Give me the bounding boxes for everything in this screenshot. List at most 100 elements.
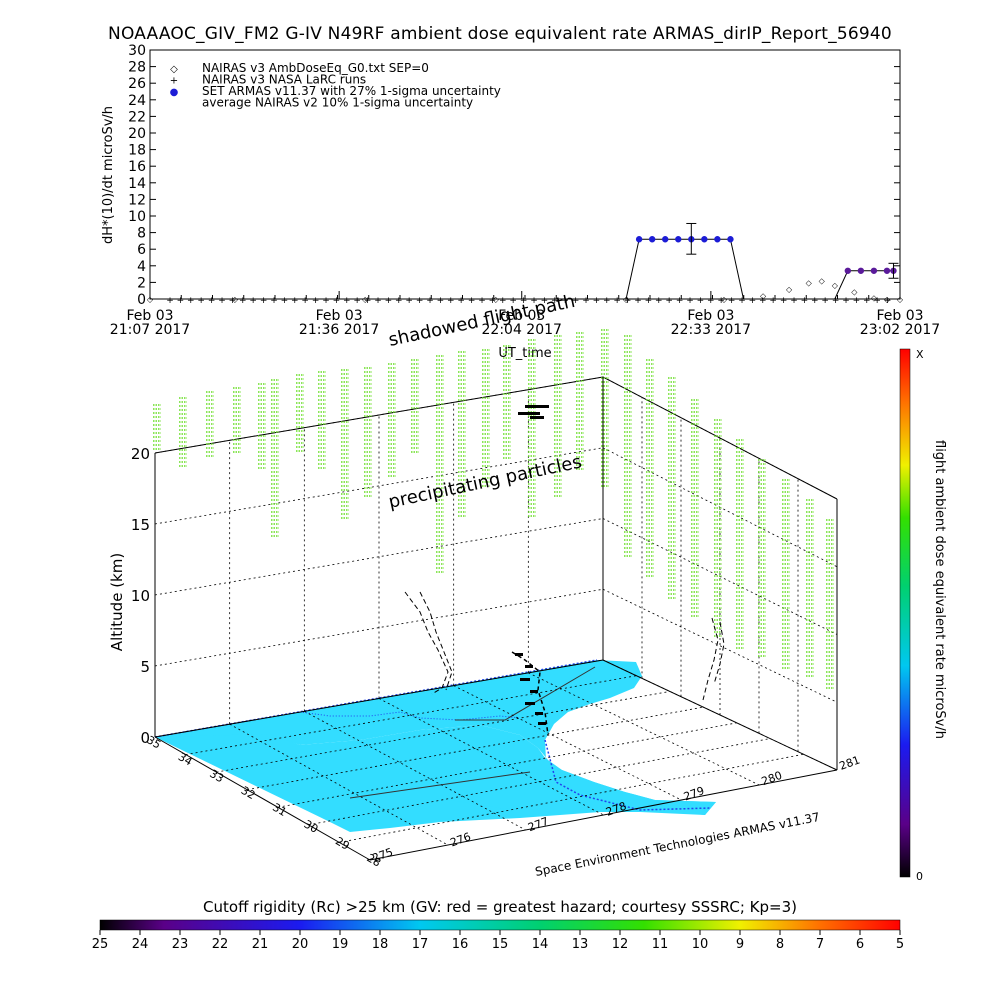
cutoff-tick-label: 23 [172, 937, 189, 952]
z-tick-label: 15 [131, 516, 150, 534]
larc-marker: + [821, 296, 829, 306]
x-tick-date: Feb 03 [876, 308, 923, 324]
larc-marker: + [686, 296, 694, 306]
larc-marker: + [489, 296, 497, 306]
lon-tick-label: 275 [371, 845, 395, 864]
armas-point [883, 267, 891, 274]
larc-marker: + [229, 296, 237, 306]
larc-marker: + [728, 296, 736, 306]
nairas-diamond: ◇ [851, 288, 858, 297]
larc-marker: + [717, 296, 725, 306]
larc-marker: + [509, 296, 517, 306]
larc-marker: + [853, 296, 861, 306]
y-tick-label: 20 [128, 126, 146, 142]
cutoff-tick-label: 22 [212, 937, 229, 952]
cutoff-tick-label: 24 [132, 937, 149, 952]
cutoff-bar-ticks: 25 24 23 22 21 20 19 18 17 16 15 14 13 12 11 10 9 8 7 6 5 [92, 930, 904, 952]
armas-point [857, 267, 865, 274]
cutoff-tick-label: 5 [896, 937, 904, 952]
lon-tick-label: 276 [448, 830, 472, 849]
cutoff-tick-label: 17 [412, 937, 429, 952]
x-tick-time: 21:36 2017 [299, 322, 379, 338]
y-tick-label: 12 [128, 192, 146, 208]
nairas-diamond: ◇ [760, 292, 767, 301]
larc-marker: + [405, 296, 413, 306]
lat-tick-label: 35 [145, 733, 164, 751]
larc-marker: + [447, 296, 455, 306]
cutoff-tick-label: 10 [692, 937, 709, 952]
larc-marker: + [541, 296, 549, 306]
state-border-north [455, 666, 596, 721]
x-tick-time: 23:02 2017 [860, 322, 940, 338]
inland-water [299, 711, 521, 721]
z-tick-label: 10 [131, 587, 150, 605]
y-tick-label: 26 [128, 76, 146, 92]
lon-tick-label: 280 [760, 769, 784, 788]
y-tick-label: 14 [128, 176, 146, 192]
lat-tick-label: 30 [302, 818, 321, 836]
larc-marker: + [416, 296, 424, 306]
armas-point [844, 267, 852, 274]
larc-marker: + [593, 296, 601, 306]
y-tick-label: 22 [128, 109, 146, 125]
larc-marker: + [811, 296, 819, 306]
larc-marker: + [187, 296, 195, 306]
colorbar-min-label: 0 [916, 870, 923, 883]
larc-marker: + [312, 296, 320, 306]
y-tick-label: 30 [128, 43, 146, 59]
larc-marker: + [530, 296, 538, 306]
x-tick-date: Feb 03 [687, 308, 734, 324]
armas-point [701, 236, 708, 243]
larc-marker: + [281, 296, 289, 306]
x-tick-date: Feb 03 [498, 308, 545, 324]
larc-marker: + [322, 296, 330, 306]
nairas-diamond: ◇ [832, 281, 839, 290]
larc-marker: + [478, 296, 486, 306]
armas-point [675, 236, 682, 243]
larc-marker: + [697, 296, 705, 306]
y-tick-label: 0 [137, 292, 146, 308]
larc-marker: + [790, 296, 798, 306]
larc-marker: + [749, 296, 757, 306]
cutoff-tick-label: 16 [452, 937, 469, 952]
series-layer: + + + + + + + + + + + + + + + + + + + + + + + + + + + + + + + + + + + + + + + +… [147, 222, 904, 306]
cutoff-bar-title: Cutoff rigidity (Rc) >25 km (GV: red = g… [203, 898, 797, 916]
cutoff-tick-label: 18 [372, 937, 389, 952]
nairas-diamond: ◇ [884, 295, 891, 304]
lon-tick-label: 281 [838, 753, 862, 772]
legend-symbol: ◇ [170, 64, 178, 75]
z-tick-label: 20 [131, 445, 150, 463]
larc-marker: + [353, 296, 361, 306]
lon-tick-label: 277 [526, 815, 550, 834]
lat-tick-label: 33 [207, 767, 226, 785]
larc-marker: + [301, 296, 309, 306]
cutoff-tick-label: 12 [612, 937, 629, 952]
larc-marker: + [842, 296, 850, 306]
nairas-diamond: ◇ [232, 295, 239, 304]
z-tick-label: 0 [140, 729, 150, 747]
larc-marker: + [832, 296, 840, 306]
larc-marker: + [374, 296, 382, 306]
cutoff-tick-label: 21 [252, 937, 269, 952]
armas-point [727, 236, 734, 243]
z-axis-ticks: 0 5 10 15 20 [131, 445, 150, 747]
larc-marker: + [676, 296, 684, 306]
colorbar-label: flight ambient dose equivalent rate micr… [932, 440, 947, 739]
larc-marker: + [426, 296, 434, 306]
larc-marker: + [613, 296, 621, 306]
armas-point [648, 236, 656, 243]
x-tick-time: 22:33 2017 [671, 322, 751, 338]
larc-marker: + [270, 296, 278, 306]
armas-point [870, 267, 878, 274]
legend-symbol: ● [170, 87, 179, 98]
cutoff-tick-label: 20 [292, 937, 309, 952]
larc-marker: + [572, 296, 580, 306]
larc-marker: + [603, 296, 611, 306]
y-tick-label: 18 [128, 143, 146, 159]
shadow-track-east [702, 617, 725, 701]
larc-marker: + [364, 296, 372, 306]
x-axis-label: UT_time [498, 346, 551, 361]
